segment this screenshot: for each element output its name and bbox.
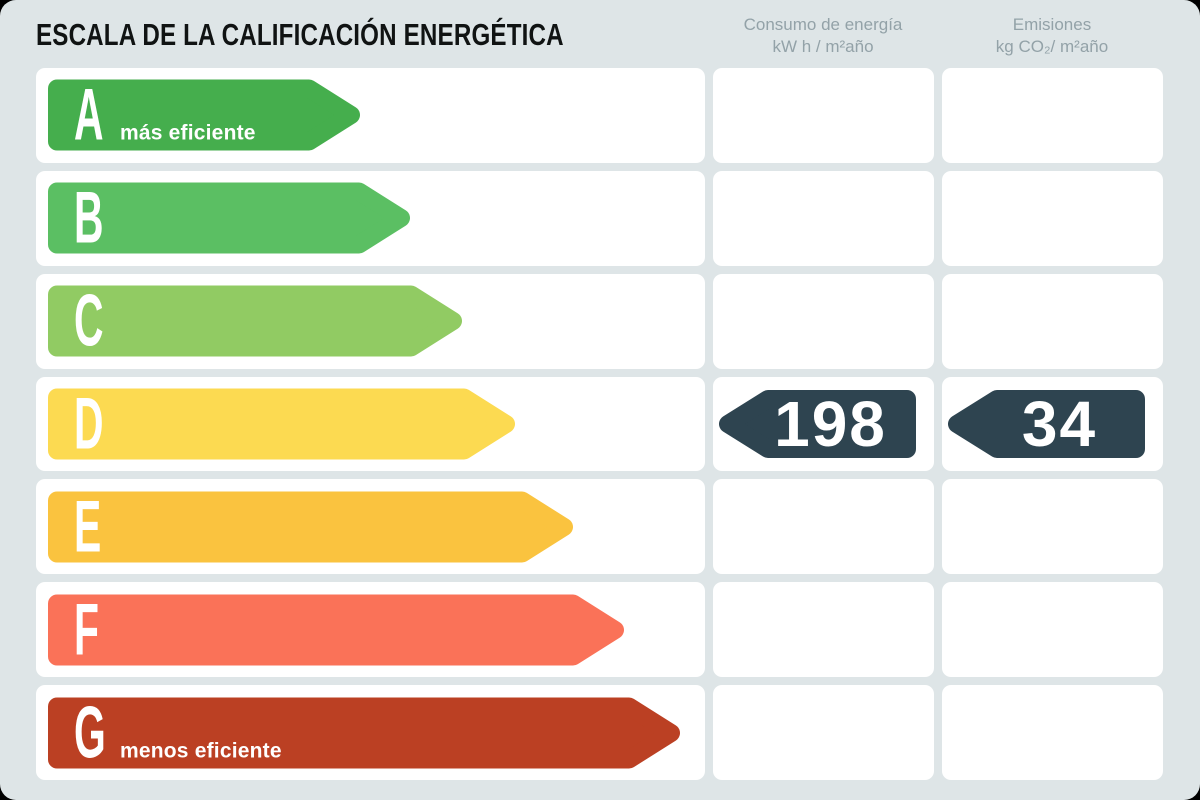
scale-row-e: E [36, 479, 705, 575]
rating-letter-d: D [74, 383, 104, 465]
rating-arrow-shape-e [48, 491, 573, 563]
column-header-consumption: Consumo de energía kW h / m²año [693, 14, 953, 58]
rating-arrow-shape-a [48, 79, 360, 151]
rating-letter-a: A [74, 74, 104, 156]
page-title: ESCALA DE LA CALIFICACIÓN ENERGÉTICA [36, 17, 564, 52]
consumption-cell-b [713, 170, 934, 266]
scale-row-f: F [36, 582, 705, 678]
consumption-cell-f [713, 582, 934, 678]
consumption-cell-c [713, 273, 934, 369]
scale-row-c: C [36, 273, 705, 369]
emissions-badge: 34 [948, 387, 1145, 460]
consumption-cell-e [713, 479, 934, 575]
emissions-badge-shape [948, 389, 1145, 458]
rating-arrow-c: C [48, 280, 462, 362]
rating-label-d: D [74, 383, 120, 465]
rating-note-g: menos eficiente [120, 739, 282, 763]
rating-arrow-shape-c [48, 285, 462, 357]
column-header-consumption-line2: kW h / m²año [772, 37, 874, 56]
rating-letter-f: F [74, 589, 99, 671]
rating-letter-e: E [74, 486, 102, 568]
rating-label-b: B [74, 177, 120, 259]
consumption-value: 198 [774, 387, 887, 460]
rating-label-e: E [74, 486, 120, 568]
scale-row-b: B [36, 170, 705, 266]
consumption-badge: 198 [719, 387, 916, 460]
scale-row-d: D [36, 376, 705, 472]
rating-arrow-d: D [48, 383, 515, 465]
consumption-badge-shape [719, 389, 916, 458]
rating-arrow-b: B [48, 177, 410, 259]
rating-arrow-e: E [48, 486, 573, 568]
emissions-cell-b [942, 170, 1163, 266]
emissions-cell-g [942, 685, 1163, 780]
column-header-emissions: Emisiones kg CO₂/ m²año [922, 14, 1182, 58]
rating-arrow-shape-f [48, 594, 624, 666]
emissions-value: 34 [1021, 387, 1098, 460]
column-header-consumption-line1: Consumo de energía [743, 15, 903, 34]
rating-label-f: F [74, 589, 120, 671]
rating-letter-c: C [74, 280, 104, 362]
rating-arrow-shape-g [48, 697, 680, 769]
column-header-emissions-line2: kg CO₂/ m²año [995, 37, 1109, 56]
column-header-emissions-line1: Emisiones [1012, 15, 1092, 34]
emissions-cell-d: 34 [942, 376, 1163, 472]
consumption-cell-g [713, 685, 934, 780]
emissions-cell-a [942, 68, 1163, 163]
rating-arrow-shape-b [48, 182, 410, 254]
rating-letter-g: G [74, 692, 106, 774]
emissions-cell-f [942, 582, 1163, 678]
rating-arrow-f: F [48, 589, 624, 671]
consumption-cell-d: 198 [713, 376, 934, 472]
rating-arrow-shape-d [48, 388, 515, 460]
rating-label-c: C [74, 280, 120, 362]
emissions-cell-c [942, 273, 1163, 369]
rating-letter-b: B [74, 177, 104, 259]
rating-note-a: más eficiente [120, 121, 256, 145]
emissions-cell-e [942, 479, 1163, 575]
consumption-cell-a [713, 68, 934, 163]
